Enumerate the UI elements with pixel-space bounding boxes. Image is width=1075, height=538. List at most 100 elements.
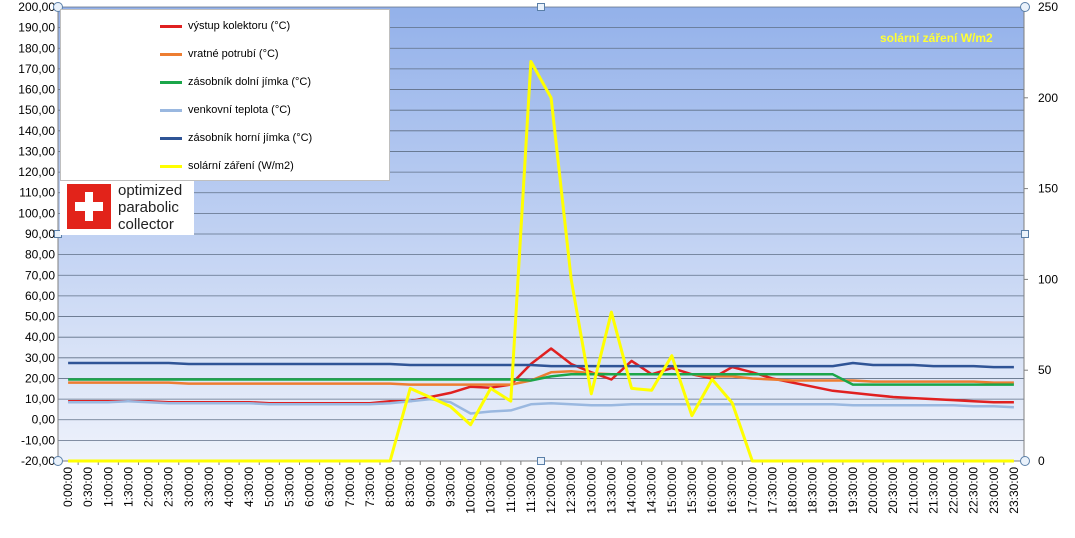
x-tick-label: 18:00:00 (786, 467, 800, 514)
right-tick-label: 0 (1038, 454, 1045, 468)
left-tick-label: -10,00 (21, 433, 55, 447)
resize-handle[interactable] (537, 457, 545, 465)
x-tick-label: 5:00:00 (262, 467, 276, 507)
x-tick-label: 0:00:00 (61, 467, 75, 507)
x-tick-label: 21:00:00 (906, 467, 920, 514)
resize-handle[interactable] (53, 456, 63, 466)
legend-label: solární záření (W/m2) (188, 160, 294, 172)
resize-handle[interactable] (1020, 456, 1030, 466)
legend-swatch (160, 52, 182, 56)
left-tick-label: 170,00 (18, 62, 55, 76)
x-tick-label: 8:30:00 (403, 467, 417, 507)
x-tick-label: 18:30:00 (806, 467, 820, 514)
x-tick-label: 13:00:00 (584, 467, 598, 514)
x-tick-label: 20:30:00 (886, 467, 900, 514)
left-tick-label: 50,00 (25, 310, 55, 324)
legend-label: zásobník dolní jímka (°C) (188, 76, 311, 88)
legend-item-solar-radiation: solární záření (W/m2) (160, 157, 294, 175)
left-tick-label: 60,00 (25, 289, 55, 303)
left-tick-label: 100,00 (18, 206, 55, 220)
series-line-1 (68, 369, 1014, 386)
left-tick-label: 140,00 (18, 124, 55, 138)
x-tick-label: 21:30:00 (926, 467, 940, 514)
left-tick-label: 90,00 (25, 227, 55, 241)
left-tick-label: 200,00 (18, 0, 55, 14)
x-tick-label: 8:00:00 (383, 467, 397, 507)
right-tick-label: 250 (1038, 0, 1058, 14)
resize-handle[interactable] (1020, 2, 1030, 12)
x-tick-label: 16:00:00 (705, 467, 719, 514)
left-tick-label: 110,00 (19, 186, 55, 200)
x-tick-label: 14:00:00 (625, 467, 639, 514)
legend-label: výstup kolektoru (°C) (188, 20, 291, 32)
x-tick-label: 15:30:00 (685, 467, 699, 514)
left-tick-label: 30,00 (25, 351, 55, 365)
x-tick-label: 13:30:00 (604, 467, 618, 514)
x-tick-label: 16:30:00 (725, 467, 739, 514)
x-tick-label: 1:00:00 (101, 467, 115, 507)
x-tick-label: 22:30:00 (967, 467, 981, 514)
series-lines (68, 60, 1014, 463)
x-tick-label: 22:00:00 (947, 467, 961, 514)
left-tick-label: 160,00 (18, 83, 55, 97)
resize-handle[interactable] (1021, 230, 1029, 238)
x-tick-label: 6:30:00 (323, 467, 337, 507)
x-tick-label: 20:00:00 (866, 467, 880, 514)
right-tick-label: 50 (1038, 363, 1052, 377)
x-tick-label: 19:00:00 (826, 467, 840, 514)
legend-label: vratné potrubí (°C) (188, 48, 279, 60)
left-tick-label: 0,00 (32, 413, 56, 427)
left-tick-label: 20,00 (25, 371, 55, 385)
left-tick-label: 70,00 (25, 268, 55, 282)
x-tick-label: 9:30:00 (443, 467, 457, 507)
left-tick-label: 150,00 (18, 103, 55, 117)
series-line-5 (68, 60, 1014, 463)
left-tick-label: 190,00 (18, 21, 55, 35)
x-tick-label: 3:00:00 (182, 467, 196, 507)
legend-swatch (160, 24, 182, 28)
x-tick-label: 7:30:00 (363, 467, 377, 507)
x-tick-label: 2:30:00 (162, 467, 176, 507)
logo-text: optimized parabolic collector (118, 182, 182, 233)
legend-item-tank-lower: zásobník dolní jímka (°C) (160, 73, 311, 91)
x-tick-label: 11:00:00 (504, 467, 518, 513)
logo-line-1: optimized (118, 182, 183, 199)
x-tick-label: 23:30:00 (1007, 467, 1021, 514)
legend-label: zásobník horní jímka (°C) (188, 132, 313, 144)
left-tick-label: 80,00 (25, 248, 55, 262)
left-axis-ticks: -20,00 -10,00 0,00 10,00 20,00 30,00 40,00 50,0… (18, 0, 55, 468)
legend-swatch (160, 108, 182, 112)
solar-radiation-annotation: solární záření W/m2 (880, 31, 993, 45)
x-tick-label: 2:00:00 (142, 467, 156, 507)
legend-item-return-pipe: vratné potrubí (°C) (160, 45, 279, 63)
series-line-2 (68, 373, 1014, 386)
x-tick-label: 19:30:00 (846, 467, 860, 514)
x-tick-label: 3:30:00 (202, 467, 216, 507)
legend (60, 9, 390, 181)
right-tick-label: 150 (1038, 182, 1058, 196)
x-tick-label: 0:30:00 (81, 467, 95, 507)
x-tick-label: 4:30:00 (242, 467, 256, 507)
x-tick-label: 23:00:00 (987, 467, 1001, 514)
legend-swatch (160, 80, 182, 84)
x-tick-label: 9:00:00 (423, 467, 437, 507)
right-axis-ticks: 0 50 100 150 200 250 (1024, 0, 1058, 468)
legend-swatch (160, 164, 182, 168)
x-tick-label: 15:00:00 (665, 467, 679, 514)
x-tick-label: 12:30:00 (564, 467, 578, 514)
x-tick-label: 1:30:00 (121, 467, 135, 507)
legend-item-tank-upper: zásobník horní jímka (°C) (160, 129, 312, 147)
series-line-4 (68, 361, 1014, 369)
left-tick-label: -20,00 (21, 454, 55, 468)
resize-handle[interactable] (537, 3, 545, 11)
left-tick-label: 40,00 (25, 330, 55, 344)
x-tick-label: 7:00:00 (343, 467, 357, 507)
logo-line-3: collector (118, 216, 174, 233)
series-line-3 (68, 397, 1014, 415)
x-tick-label: 5:30:00 (282, 467, 296, 507)
x-tick-label: 11:30:00 (524, 467, 538, 513)
x-tick-label: 14:30:00 (645, 467, 659, 514)
logo-line-2: parabolic (118, 199, 179, 216)
legend-swatch (160, 136, 182, 140)
